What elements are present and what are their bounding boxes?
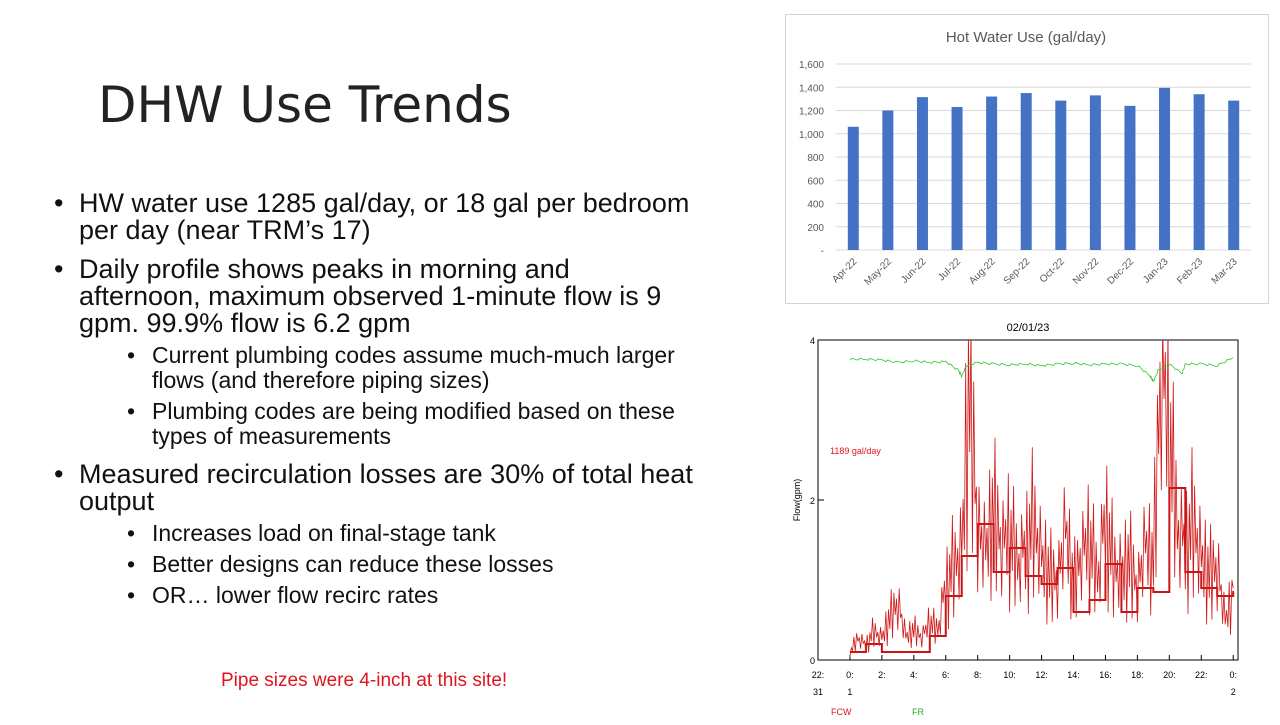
sub-bullet: • Increases load on final-stage tank [127,520,496,546]
x-tick-label: 20: [1163,670,1176,680]
x-tick-label: Feb-23 [1175,256,1205,286]
x-tick-label: 2: [878,670,886,680]
bullet-hw-use: HW water use 1285 gal/day, or 18 gal per… [54,190,694,244]
y-tick-label: 600 [807,176,824,187]
legend-entry: FR [912,707,924,717]
bar [1089,95,1101,250]
x-tick-label: 14: [1067,670,1080,680]
bullet-text: Measured recirculation losses are 30% of… [79,459,693,516]
x-tick-label: Nov-22 [1071,256,1102,287]
bar [882,110,894,250]
bar [1055,100,1067,251]
x-tick-label: 16: [1099,670,1112,680]
sub-bullet-text: Plumbing codes are being modified based … [152,398,675,449]
bar [986,96,998,250]
x-tick-sublabel: 1 [847,687,852,697]
x-tick-label: Apr-22 [830,256,859,285]
sub-bullet: • Better designs can reduce these losses [127,551,554,577]
bar [1159,87,1171,250]
x-tick-label: 18: [1131,670,1144,680]
bullet-text: HW water use 1285 gal/day, or 18 gal per… [79,188,690,245]
y-tick-label: 0 [810,656,815,666]
x-tick-label: Jun-22 [899,256,929,286]
chart-title: Hot Water Use (gal/day) [946,29,1106,46]
series-line [849,340,1234,658]
x-tick-label: 10: [1003,670,1016,680]
x-tick-label: Dec-22 [1105,256,1136,287]
x-tick-label: 22: [812,670,825,680]
x-tick-label: Jan-23 [1141,256,1171,286]
bullet-text: Daily profile shows peaks in morning and… [79,254,662,338]
series-line [849,487,1235,653]
x-tick-label: Jul-22 [936,256,963,283]
bar [1124,105,1136,250]
y-tick-label: 200 [807,223,824,234]
bar [951,107,963,250]
bullet-recirc-losses: Measured recirculation losses are 30% of… [54,461,694,608]
y-tick-label: 2 [810,496,815,506]
sub-bullet-text: Increases load on final-stage tank [152,520,496,546]
x-tick-label: 12: [1035,670,1048,680]
pipe-size-note: Pipe sizes were 4-inch at this site! [221,670,508,691]
y-tick-label: 1,200 [799,107,824,118]
y-axis-label: Flow(gpm) [792,479,802,522]
hot-water-use-chart-svg: Hot Water Use (gal/day) - 200 400 600 800 1,00… [799,29,1251,288]
legend-entry: FCW [831,707,852,717]
x-tick-label: Aug-22 [967,256,998,287]
x-tick-sublabel: 2 [1231,687,1236,697]
sub-bullet: • Plumbing codes are being modified based… [127,398,675,449]
bar [1228,100,1240,251]
y-tick-label: 1,000 [799,130,824,141]
sub-bullet-text: Current plumbing codes assume much-much … [152,342,675,393]
series-line [849,357,1234,383]
x-tick-label: 8: [974,670,982,680]
hot-water-use-chart: Hot Water Use (gal/day) - 200 400 600 800 1,00… [785,14,1269,304]
y-tick-label: 1,600 [799,60,824,71]
bullet-daily-profile: Daily profile shows peaks in morning and… [54,256,694,449]
x-tick-label: 0: [846,670,854,680]
bar [1020,93,1032,250]
x-tick-label: Oct-22 [1038,256,1067,285]
daily-flow-chart: 02/01/23 0 2 4 Flow(gpm) 22: 31 0: 1 2: 4: 6: 8: 10: 1… [785,316,1275,720]
bar [847,126,859,250]
bullet-list: HW water use 1285 gal/day, or 18 gal per… [54,190,694,620]
sub-bullet: • OR… lower flow recirc rates [127,582,439,608]
chart-title: 02/01/23 [1007,322,1050,334]
sub-bullet-text: Better designs can reduce these losses [152,551,554,577]
x-tick-sublabel: 31 [813,687,823,697]
bar [916,97,928,250]
x-tick-label: Mar-23 [1210,256,1240,286]
y-tick-label: - [821,246,824,257]
sub-bullet-text: OR… lower flow recirc rates [152,582,439,608]
y-tick-label: 4 [810,336,815,346]
x-tick-label: Sep-22 [1002,256,1033,287]
sub-bullet: • Current plumbing codes assume much-much… [127,342,675,393]
annotation-gal-day: 1189 gal/day [830,446,881,456]
bar [1193,94,1205,250]
x-tick-label: May-22 [863,256,895,288]
y-tick-label: 800 [807,153,824,164]
slide-title: DHW Use Trends [98,76,512,134]
x-tick-label: 4: [910,670,918,680]
y-tick-label: 400 [807,200,824,211]
y-tick-label: 1,400 [799,83,824,94]
x-tick-label: 0: [1229,670,1237,680]
x-tick-label: 22: [1195,670,1208,680]
x-tick-label: 6: [942,670,950,680]
